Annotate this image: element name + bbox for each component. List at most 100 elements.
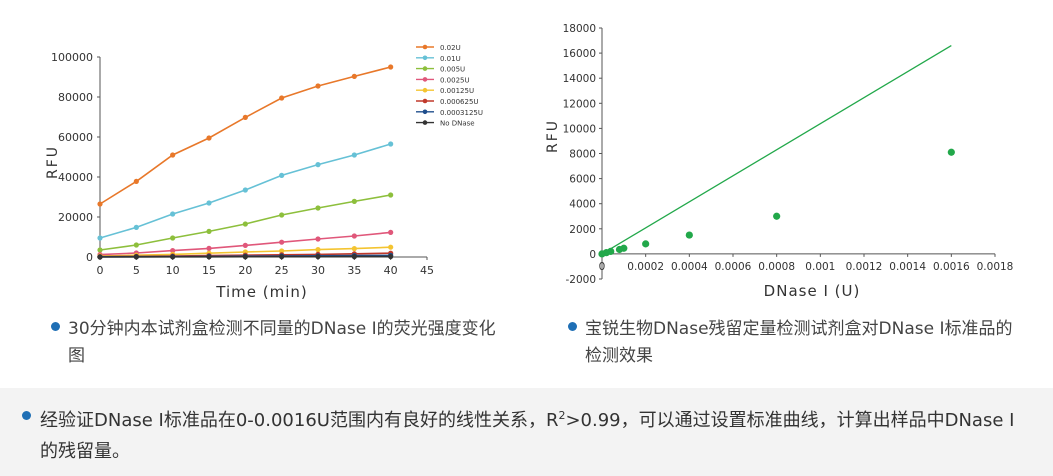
chart2-y-tick-label: -2000 — [565, 274, 596, 286]
chart1-legend-swatch-marker — [422, 120, 428, 125]
chart1-legend-label: 0.0025U — [440, 76, 470, 84]
summary-text-part2: >0.99，可以通过设置标准曲线，计算出样品中DNase I的残留量。 — [40, 410, 1015, 462]
chart1-data-point — [351, 233, 357, 239]
chart1-data-point — [242, 242, 248, 248]
rfu-time-line-chart: 0 5 10 15 20 25 30 35 40 45 0 20000 40000 60000 80000 1… — [45, 44, 483, 301]
chart2-x-tick-label: 0.0016 — [933, 261, 970, 273]
chart1-x-tick-label: 20 — [238, 264, 252, 277]
chart1-x-tick-label: 0 — [97, 264, 104, 277]
chart1-legend-label: 0.005U — [440, 66, 465, 74]
chart2-x-tick-label: 0.0014 — [889, 261, 926, 273]
chart2-data-point — [685, 231, 693, 239]
chart1-data-point — [388, 229, 394, 235]
chart1-legend-swatch-marker — [422, 87, 428, 93]
chart2-data-point — [947, 148, 955, 156]
chart1-x-axis-label: Time (min) — [215, 283, 307, 301]
bullet-dot-icon — [51, 322, 60, 331]
chart2-axes: 0 0.0002 0.0004 0.0006 0.0008 0.001 0.0012 0.00… — [563, 23, 1014, 286]
chart1-data-point — [388, 192, 394, 198]
chart1-data-point — [315, 83, 321, 89]
chart1-data-point — [351, 73, 357, 79]
chart1-data-point — [242, 114, 248, 120]
chart1-data-point — [315, 247, 321, 253]
chart1-data-point — [242, 221, 248, 227]
bullet-dot-icon — [568, 322, 577, 331]
summary-text: 经验证DNase I标准品在0-0.0016U范围内有良好的线性关系，R2>0.… — [22, 400, 1030, 467]
chart1-data-point — [133, 224, 139, 230]
chart2-x-tick-label: 0.001 — [805, 261, 835, 273]
chart1-legend-swatch-marker — [422, 77, 428, 82]
chart1-legend-label: 0.00125U — [440, 87, 474, 95]
chart1-data-point — [97, 254, 103, 260]
right-caption-text: 宝锐生物DNase残留定量检测试剂盒对DNase I标准品的检测效果 — [585, 319, 1013, 366]
chart1-x-tick-label: 5 — [133, 264, 140, 277]
chart1-legend: 0.02U 0.01U 0.005U 0.0025U 0.00125U 0.000625U… — [416, 44, 483, 128]
chart1-data-point — [315, 162, 321, 168]
chart1-data-point — [206, 135, 212, 141]
chart1-legend-label: 0.02U — [440, 44, 461, 52]
chart1-data-point — [206, 245, 212, 251]
chart1-y-axis-label: RFU — [45, 145, 61, 179]
chart2-data-point — [620, 244, 628, 252]
chart1-data-point — [351, 152, 357, 158]
summary-text-part1: 经验证DNase I标准品在0-0.0016U范围内有良好的线性关系，R — [40, 410, 559, 431]
chart2-data-point — [607, 247, 615, 255]
summary-superscript: 2 — [558, 409, 566, 422]
chart1-data-point — [170, 235, 176, 241]
chart1-data-point — [170, 248, 176, 254]
chart2-y-tick-label: 4000 — [569, 199, 596, 211]
chart1-legend-swatch-marker — [422, 44, 428, 50]
chart2-x-tick-label: 0.0004 — [671, 261, 708, 273]
chart1-y-tick-label: 80000 — [58, 91, 93, 104]
chart1-legend-label: 0.000625U — [440, 98, 479, 106]
chart2-x-axis-label: DNase I (U) — [764, 282, 861, 300]
chart1-axes: 0 5 10 15 20 25 30 35 40 45 0 20000 40000 60000 80000 1… — [51, 51, 434, 277]
chart1-data-point — [133, 242, 139, 248]
chart1-data-point — [97, 235, 103, 241]
chart2-y-tick-label: 8000 — [569, 149, 596, 161]
chart1-data-point — [388, 244, 394, 250]
chart1-x-tick-label: 45 — [420, 264, 434, 277]
chart1-data-point — [351, 246, 357, 252]
chart1-legend-swatch-marker — [422, 55, 428, 61]
chart2-x-tick-label: 0 — [599, 261, 606, 273]
chart2-y-tick-label: 6000 — [569, 174, 596, 186]
chart1-data-point — [279, 248, 285, 254]
chart2-series — [598, 45, 955, 258]
chart1-data-point — [279, 254, 285, 260]
chart1-data-point — [315, 205, 321, 211]
chart1-x-tick-label: 15 — [202, 264, 216, 277]
chart1-data-point — [388, 253, 394, 260]
chart2-y-tick-label: 10000 — [563, 123, 596, 135]
chart1-data-point — [388, 64, 394, 70]
chart1-legend-label: 0.01U — [440, 55, 461, 63]
chart2-y-tick-label: 12000 — [563, 98, 596, 110]
chart1-legend-swatch-marker — [422, 98, 428, 104]
chart1-data-point — [206, 200, 212, 206]
chart1-x-tick-label: 35 — [347, 264, 361, 277]
chart1-data-point — [279, 95, 285, 101]
chart1-data-point — [97, 247, 103, 253]
chart1-data-point — [206, 254, 212, 260]
chart1-data-point — [388, 141, 394, 147]
chart1-data-point — [315, 236, 321, 242]
bullet-dot-icon — [22, 411, 31, 420]
chart1-legend-swatch-marker — [422, 66, 428, 71]
chart1-data-point — [279, 239, 285, 245]
chart1-data-point — [351, 198, 357, 204]
chart1-data-point — [351, 254, 357, 260]
chart2-y-axis-label: RFU — [545, 119, 561, 153]
chart1-data-point — [170, 152, 176, 158]
chart2-x-tick-label: 0.0008 — [758, 261, 795, 273]
rfu-dnase-scatter-chart: 0 0.0002 0.0004 0.0006 0.0008 0.001 0.0012 0.00… — [545, 23, 1014, 300]
chart1-y-tick-label: 60000 — [58, 131, 93, 144]
chart2-x-tick-label: 0.0006 — [715, 261, 752, 273]
chart2-x-tick-label: 0.0018 — [977, 261, 1014, 273]
chart1-data-point — [242, 187, 248, 193]
chart1-x-tick-label: 25 — [275, 264, 289, 277]
chart1-data-point — [206, 228, 212, 234]
chart1-data-point — [279, 212, 285, 218]
chart2-y-tick-label: 16000 — [563, 48, 596, 60]
chart1-y-tick-label: 100000 — [51, 51, 93, 64]
chart1-data-point — [170, 254, 176, 260]
